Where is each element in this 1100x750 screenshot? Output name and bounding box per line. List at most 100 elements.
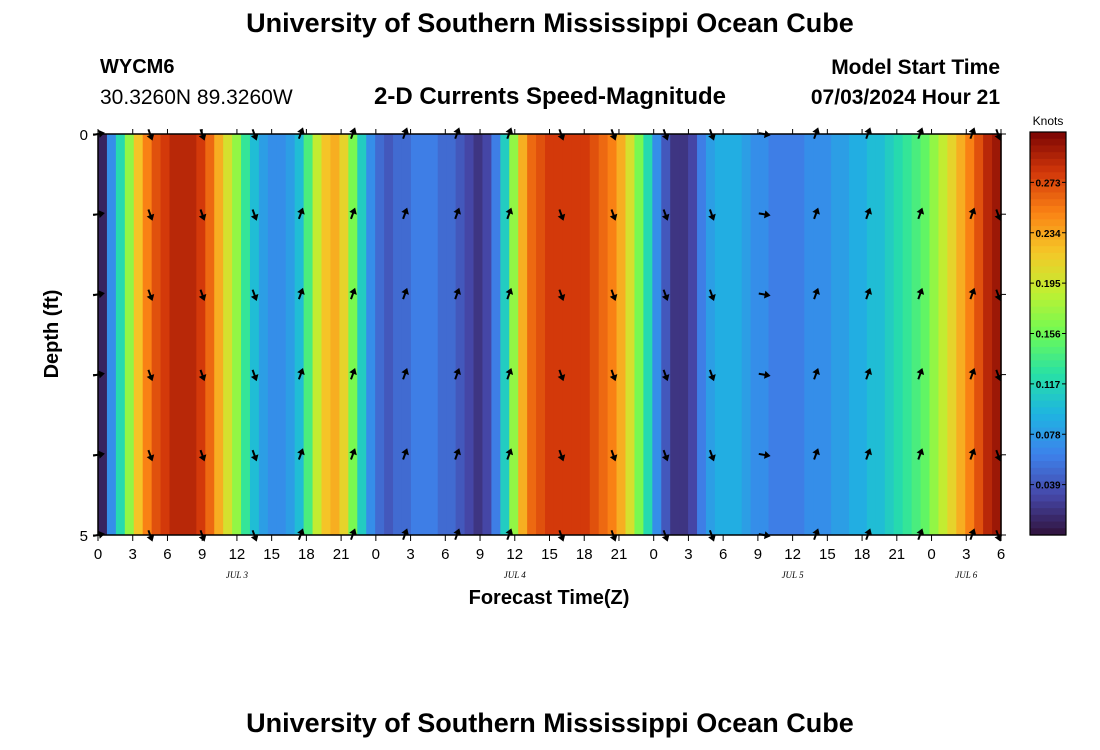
current-arrow (146, 369, 155, 382)
date-label: JUL 6 (955, 570, 978, 580)
colorbar-segment (1030, 346, 1066, 355)
heatmap-cell (428, 134, 439, 535)
current-arrow (453, 287, 462, 300)
heatmap-cell (643, 134, 653, 535)
current-arrow (758, 451, 771, 459)
colorbar-segment (1030, 179, 1066, 187)
colorbar-segment (1030, 219, 1066, 227)
current-arrow (968, 127, 977, 140)
colorbar-segment (1030, 145, 1066, 153)
x-axis-label: Forecast Time(Z) (469, 587, 630, 609)
model-start-label: Model Start Time (831, 56, 1000, 79)
heatmap-cell (536, 134, 546, 535)
heatmap-cell (357, 134, 367, 535)
heatmap-cell (375, 134, 385, 535)
heatmap-cell (741, 134, 752, 535)
x-tick-label: 21 (888, 546, 905, 563)
colorbar-segment (1030, 501, 1066, 509)
x-tick-label: 21 (333, 546, 350, 563)
current-arrow (916, 287, 925, 300)
current-arrow (661, 529, 670, 542)
current-arrow (812, 448, 820, 460)
heatmap-cell (831, 134, 841, 535)
current-arrow (661, 289, 670, 301)
current-arrow (812, 127, 820, 140)
current-arrow (401, 207, 409, 220)
colorbar-segment (1030, 158, 1066, 167)
colorbar-segment (1030, 407, 1066, 415)
heatmap-cell (196, 134, 206, 535)
colorbar-segment (1030, 400, 1066, 408)
heatmap-cell (527, 134, 537, 535)
current-arrow (609, 209, 618, 221)
x-tick-label: 12 (506, 546, 523, 563)
heatmap-cell (106, 134, 117, 535)
heatmap-cell (178, 134, 189, 535)
current-arrow (968, 368, 977, 380)
current-arrow (453, 207, 462, 220)
model-start-value: 07/03/2024 Hour 21 (810, 86, 1000, 109)
heatmap-cell (705, 134, 716, 535)
current-arrow (198, 369, 207, 382)
colorbar-segment (1030, 306, 1066, 314)
heatmap-cell (267, 134, 278, 535)
colorbar-segment (1030, 152, 1066, 160)
heatmap-cell (348, 134, 358, 535)
current-arrow (994, 289, 1003, 301)
colorbar-tick-label: 0.039 (1035, 481, 1060, 492)
colorbar-segment (1030, 273, 1066, 281)
colorbar-segment (1030, 185, 1066, 194)
date-label: JUL 3 (226, 570, 249, 580)
heatmap-cell (500, 134, 510, 535)
heatmap-cell (786, 134, 796, 535)
heatmap-cell (482, 134, 492, 535)
heatmap-cell (857, 134, 868, 535)
colorbar-segment (1030, 514, 1066, 523)
current-arrow (198, 289, 207, 301)
heatmap-cell (580, 134, 591, 535)
heatmap-cell (249, 134, 260, 535)
current-arrow (146, 209, 155, 221)
current-arrow (349, 368, 357, 380)
chart-subtitle: 2-D Currents Speed-Magnitude (373, 83, 727, 110)
current-arrow (250, 529, 259, 542)
heatmap-cell (276, 134, 287, 535)
heatmap-cell (866, 134, 877, 535)
heatmap-cell (723, 134, 734, 535)
colorbar-segment (1030, 320, 1066, 328)
current-arrow (557, 449, 566, 462)
current-arrow (146, 128, 155, 141)
x-tick-label: 18 (298, 546, 315, 563)
current-arrow (994, 369, 1003, 382)
current-arrow (708, 209, 716, 221)
heatmap-cell (285, 134, 296, 535)
heatmap-cell (294, 134, 305, 535)
heatmap-cell (616, 134, 627, 535)
date-labels: JUL 3 JUL 4 JUL 5 JUL 6 (226, 570, 978, 580)
heatmap-cell (133, 134, 144, 535)
colorbar-segment (1030, 326, 1066, 335)
colorbar-segment (1030, 259, 1066, 267)
heatmap-cell (714, 134, 725, 535)
current-arrow (708, 289, 716, 301)
heatmap-cell (455, 134, 466, 535)
heatmap-cell (849, 134, 859, 535)
heatmap-cell (974, 134, 984, 535)
heatmap-cell (893, 134, 904, 535)
current-arrow (349, 207, 357, 220)
heatmap-cell (911, 134, 922, 535)
current-arrow (968, 287, 977, 300)
y-axis-label: Depth (ft) (41, 290, 63, 379)
colorbar-segment (1030, 440, 1066, 449)
heatmap-cell (562, 134, 573, 535)
current-arrow (146, 529, 155, 542)
heatmap-cell (938, 134, 948, 535)
heatmap-cell (607, 134, 618, 535)
colorbar-segment (1030, 387, 1066, 395)
current-arrow (349, 127, 357, 140)
current-arrow (557, 529, 566, 542)
heatmap-cell (840, 134, 850, 535)
heatmap-cell (670, 134, 680, 535)
current-arrow (812, 287, 820, 300)
heatmap-cell (956, 134, 966, 535)
